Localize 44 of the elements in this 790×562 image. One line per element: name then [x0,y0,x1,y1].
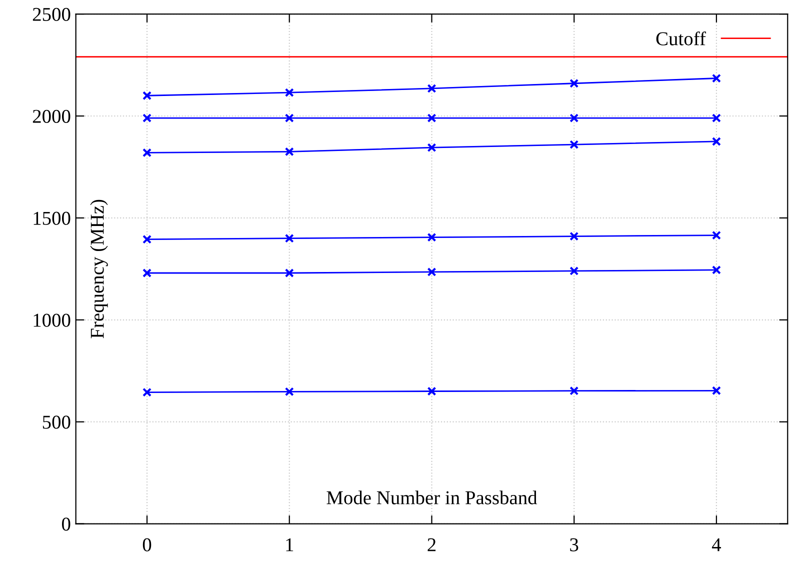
point [712,114,721,123]
point [427,84,436,93]
point [284,114,294,123]
point [284,268,294,278]
legend-label: Cutoff [656,31,706,46]
x-tick-label: 2 [428,538,436,552]
point [570,232,579,241]
x-tick-label: 4 [712,538,722,552]
y-axis-title: Frequency (MHz) [90,200,108,338]
y-tick-label: 1500 [34,212,70,225]
point [284,88,294,98]
x-tick-label: 1 [286,538,294,552]
point [142,148,152,158]
y-tick-label: 2500 [32,8,70,21]
point [712,386,721,396]
point [570,140,579,150]
point [712,230,721,240]
point [427,386,436,396]
point [712,74,721,83]
point [427,114,436,123]
point [142,234,152,244]
point [284,147,294,156]
point [712,265,721,274]
point [284,234,294,243]
y-tick-label: 0 [62,518,70,531]
point [712,136,721,146]
point [427,267,436,276]
point [142,388,152,397]
y-tick-label: 2000 [32,110,70,123]
point [570,386,579,396]
point [284,387,294,396]
point [142,268,152,278]
point [142,114,152,123]
point [142,91,152,100]
x-tick-label: 0 [142,538,152,552]
point [427,143,436,152]
x-tick-label: 3 [570,538,578,552]
point [570,114,579,123]
y-tick-label: 500 [42,416,70,429]
x-axis-title: Mode Number in Passband [326,490,538,504]
point [570,78,579,88]
point [570,266,579,276]
point [427,232,436,242]
y-tick-label: 1000 [34,314,70,327]
